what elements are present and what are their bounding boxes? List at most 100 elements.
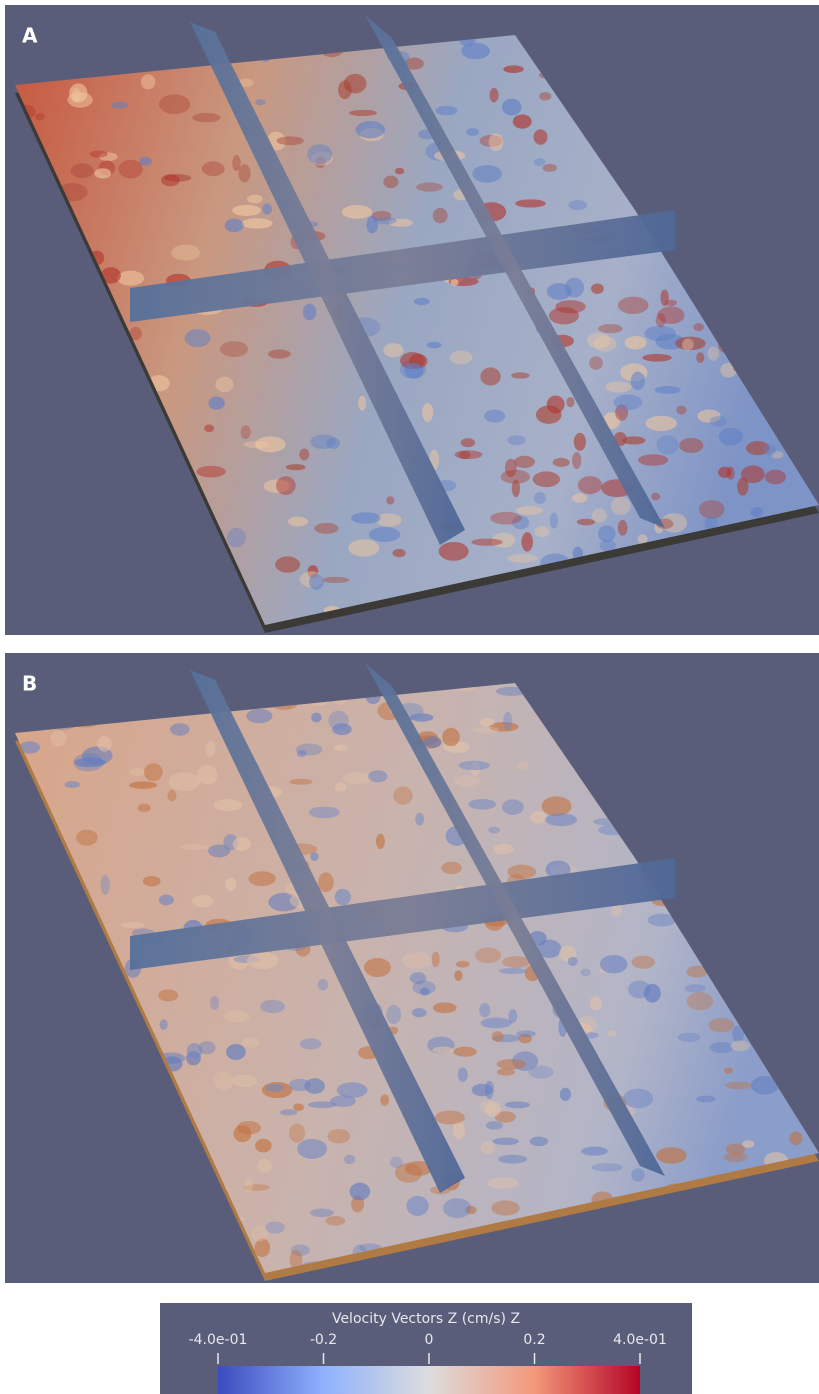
- texture-blob: [505, 1101, 530, 1108]
- texture-blob: [380, 1094, 389, 1105]
- texture-blob: [458, 1067, 468, 1081]
- texture-blob: [492, 1031, 504, 1042]
- texture-blob: [275, 556, 300, 572]
- texture-blob: [386, 496, 394, 504]
- texture-blob: [424, 736, 441, 748]
- texture-blob: [416, 182, 443, 191]
- texture-blob: [404, 363, 423, 378]
- texture-blob: [497, 1059, 527, 1069]
- texture-blob: [693, 323, 704, 331]
- texture-blob: [143, 876, 161, 886]
- texture-blob: [393, 786, 412, 804]
- texture-blob: [719, 428, 743, 446]
- texture-blob: [442, 728, 460, 746]
- texture-blob: [368, 770, 387, 782]
- texture-blob: [611, 497, 631, 515]
- texture-blob: [656, 1147, 686, 1163]
- texture-blob: [742, 1140, 754, 1148]
- texture-blob: [237, 1121, 261, 1134]
- texture-blob: [71, 163, 94, 178]
- texture-blob: [454, 776, 480, 787]
- texture-blob: [484, 410, 505, 423]
- texture-blob: [618, 520, 628, 536]
- texture-blob: [450, 351, 473, 365]
- texture-blob: [342, 205, 372, 219]
- texture-blob: [441, 862, 462, 874]
- texture-blob: [262, 203, 272, 214]
- texture-blob: [224, 1010, 249, 1022]
- texture-blob: [344, 1155, 355, 1164]
- texture-blob: [550, 512, 558, 528]
- texture-blob: [499, 968, 527, 974]
- texture-blob: [497, 1068, 515, 1075]
- texture-blob: [521, 532, 532, 551]
- texture-blob: [569, 200, 587, 210]
- texture-blob: [529, 1066, 554, 1079]
- texture-blob: [555, 300, 585, 313]
- texture-blob: [435, 106, 457, 115]
- texture-blob: [507, 554, 537, 563]
- texture-blob: [73, 753, 103, 771]
- texture-blob: [410, 972, 426, 984]
- texture-blob: [276, 476, 296, 495]
- texture-blob: [631, 956, 655, 969]
- texture-blob: [111, 102, 129, 109]
- texture-blob: [383, 343, 403, 357]
- texture-blob: [265, 1222, 284, 1234]
- texture-blob: [696, 352, 704, 363]
- texture-blob: [687, 992, 714, 1010]
- texture-blob: [656, 313, 666, 327]
- texture-blob: [121, 922, 145, 928]
- texture-blob: [553, 458, 570, 467]
- texture-blob: [69, 83, 87, 102]
- texture-blob: [676, 406, 686, 415]
- texture-blob: [268, 349, 291, 358]
- texture-blob: [50, 731, 66, 746]
- texture-blob: [288, 517, 308, 527]
- texture-blob: [289, 779, 312, 785]
- texture-blob: [159, 94, 190, 114]
- colorbar-tick-label: -0.2: [310, 1332, 337, 1348]
- texture-blob: [685, 984, 706, 992]
- texture-blob: [318, 872, 334, 892]
- texture-blob: [516, 506, 543, 515]
- texture-blob: [330, 1095, 356, 1107]
- texture-blob: [227, 528, 246, 548]
- texture-blob: [443, 1198, 471, 1218]
- texture-blob: [491, 1200, 519, 1215]
- texture-blob: [572, 452, 581, 469]
- texture-blob: [568, 957, 578, 966]
- texture-blob: [502, 799, 524, 815]
- texture-blob: [487, 1178, 518, 1189]
- texture-blob: [534, 129, 548, 144]
- texture-blob: [303, 304, 317, 321]
- texture-blob: [591, 283, 604, 293]
- texture-blob: [530, 1137, 548, 1146]
- texture-blob: [202, 161, 225, 176]
- texture-blob: [241, 218, 272, 228]
- texture-blob: [343, 772, 372, 784]
- texture-blob: [512, 480, 520, 498]
- texture-blob: [215, 377, 233, 392]
- texture-blob: [505, 459, 517, 477]
- texture-blob: [461, 438, 475, 447]
- texture-blob: [213, 799, 242, 811]
- texture-blob: [300, 1038, 322, 1049]
- texture-blob: [605, 381, 631, 392]
- texture-blob: [422, 403, 433, 422]
- texture-blob: [286, 464, 306, 470]
- texture-blob: [481, 1018, 512, 1029]
- texture-blob: [325, 1216, 345, 1225]
- texture-blob: [727, 466, 735, 479]
- texture-blob: [707, 346, 719, 360]
- texture-blob: [328, 711, 349, 730]
- texture-blob: [696, 1096, 716, 1103]
- texture-blob: [376, 834, 385, 850]
- texture-blob: [600, 955, 628, 973]
- colorbar-tick-label: 0: [425, 1332, 434, 1348]
- texture-blob: [645, 416, 677, 431]
- texture-blob: [450, 279, 458, 286]
- texture-blob: [479, 1003, 490, 1017]
- texture-blob: [226, 1044, 246, 1060]
- texture-blob: [255, 1239, 271, 1258]
